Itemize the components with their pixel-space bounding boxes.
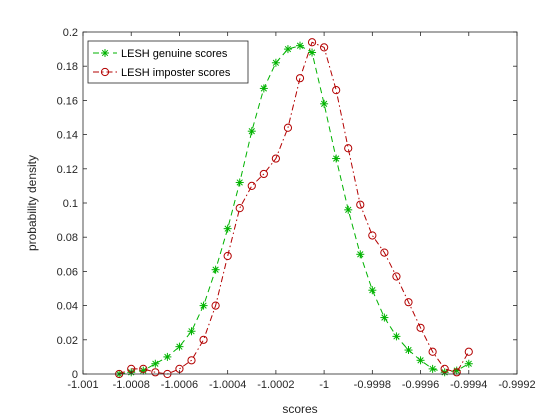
legend-item-genuine [93, 49, 117, 57]
y-tick-label: 0.14 [57, 130, 78, 142]
data-point-genuine [416, 356, 425, 365]
legend-marker-genuine [101, 49, 109, 57]
data-point-genuine [428, 364, 437, 373]
x-tick-label: -1 [319, 379, 329, 391]
data-point-imposter [259, 169, 268, 179]
y-tick-label: 0.2 [63, 27, 78, 39]
data-point-imposter [380, 248, 389, 257]
data-point-imposter [223, 251, 232, 261]
data-point-imposter [295, 74, 305, 83]
data-point-genuine [163, 352, 172, 361]
data-point-imposter [416, 323, 425, 332]
data-point-imposter [428, 347, 437, 356]
x-tick-label: -1.0008 [113, 379, 150, 391]
data-point-genuine [368, 286, 377, 295]
data-point-genuine [344, 205, 353, 214]
data-point-genuine [356, 250, 365, 259]
data-point-genuine [404, 346, 413, 355]
data-point-imposter [332, 86, 341, 95]
x-tick-label: -1.0006 [161, 379, 198, 391]
x-axis-label: scores [282, 402, 317, 416]
x-tick-label: -0.9994 [450, 379, 487, 391]
x-tick-label: -0.9998 [354, 379, 391, 391]
x-tick-label: -1.001 [67, 379, 98, 391]
data-point-imposter [307, 38, 317, 47]
data-point-genuine [380, 313, 389, 322]
y-tick-label: 0.06 [57, 266, 78, 278]
legend-item-imposter [93, 67, 117, 77]
data-point-genuine [175, 342, 184, 351]
x-tick-label: -1.0004 [209, 379, 246, 391]
data-point-imposter [199, 335, 208, 344]
legend-box [87, 40, 249, 84]
data-point-genuine [283, 45, 292, 54]
y-tick-label: 0.12 [57, 164, 78, 176]
data-point-imposter [356, 200, 365, 209]
data-point-genuine [392, 332, 401, 341]
data-point-imposter [235, 204, 244, 213]
data-point-genuine [247, 127, 256, 136]
data-point-genuine [187, 327, 196, 336]
ticks-layer: -1.001 -1.0008 -1.0006 -1.0004 -1.0002 -1 -0.9… [57, 27, 536, 391]
data-point-genuine [235, 178, 244, 187]
legend-marker-imposter [100, 67, 110, 77]
data-point-genuine [211, 265, 220, 274]
y-tick-label: 0 [72, 369, 78, 381]
data-point-genuine [308, 48, 317, 57]
y-tick-label: 0.02 [57, 335, 78, 347]
legend-label-genuine: LESH genuine scores [121, 48, 228, 60]
data-point-imposter [464, 347, 473, 356]
x-tick-label: -0.9992 [498, 379, 535, 391]
data-point-imposter [392, 272, 401, 281]
data-point-imposter [283, 123, 293, 132]
data-point-genuine [296, 41, 304, 50]
data-point-genuine [271, 58, 280, 67]
y-tick-label: 0.16 [57, 95, 78, 107]
data-point-imposter [211, 301, 220, 310]
legend: LESH genuine scores LESH imposter scores [87, 40, 249, 84]
data-point-genuine [320, 99, 329, 108]
data-point-genuine [151, 359, 160, 368]
data-point-imposter [271, 154, 280, 163]
y-tick-label: 0.08 [57, 232, 78, 244]
x-tick-label: -0.9996 [402, 379, 439, 391]
plot-area [83, 32, 517, 374]
data-point-imposter [440, 364, 449, 373]
y-tick-label: 0.18 [57, 61, 78, 73]
x-tick-label: -1.0002 [257, 379, 294, 391]
y-tick-label: 0.04 [57, 301, 78, 313]
data-point-genuine [223, 224, 232, 233]
data-point-imposter [151, 368, 160, 377]
data-point-genuine [464, 359, 473, 368]
data-point-genuine [259, 84, 268, 93]
data-point-genuine [332, 154, 341, 163]
y-axis-label: probability density [25, 155, 39, 251]
legend-label-imposter: LESH imposter scores [121, 67, 231, 79]
data-point-genuine [199, 301, 208, 310]
data-point-imposter [368, 231, 377, 240]
data-point-imposter [344, 144, 353, 153]
data-point-imposter [247, 181, 256, 190]
data-point-imposter [404, 298, 413, 307]
data-point-imposter [187, 356, 196, 365]
data-point-imposter [320, 43, 329, 52]
y-tick-label: 0.1 [63, 198, 78, 210]
data-point-imposter [452, 368, 461, 377]
data-point-imposter [139, 364, 148, 373]
